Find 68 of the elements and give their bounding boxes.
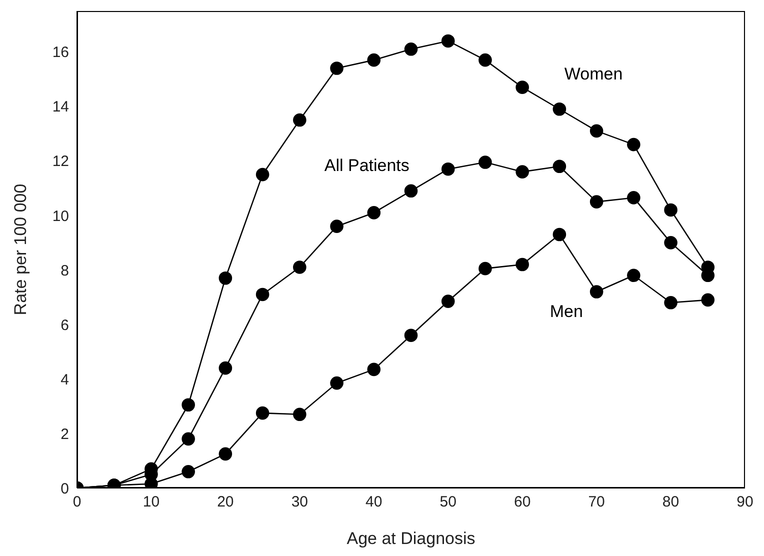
point [441, 34, 455, 48]
y-tick-label: 2 [60, 426, 69, 443]
x-tick-label: 10 [142, 494, 160, 511]
x-tick-label: 20 [217, 494, 234, 511]
y-tick-label: 0 [60, 480, 69, 498]
point [330, 376, 344, 390]
x-tick-label: 40 [366, 494, 382, 511]
point [293, 408, 306, 422]
point [182, 464, 195, 478]
x-tick-label: 70 [588, 494, 605, 511]
point [552, 160, 566, 174]
point [404, 184, 418, 198]
point [590, 285, 604, 298]
point [367, 362, 381, 376]
point [664, 296, 678, 310]
x-tick-label: 80 [662, 494, 680, 511]
y-tick-label: 8 [60, 262, 69, 280]
point [441, 162, 455, 176]
point [367, 53, 381, 67]
point [218, 361, 232, 375]
point [367, 206, 381, 220]
point [478, 53, 492, 67]
series-label: Men [550, 302, 583, 321]
x-tick-label: 60 [514, 494, 531, 511]
point [478, 156, 492, 169]
point [441, 294, 455, 308]
point [664, 236, 678, 250]
y-tick-label: 12 [52, 153, 69, 170]
x-axis-title: Age at Diagnosis [346, 529, 476, 548]
x-tick-label: 0 [72, 494, 82, 511]
series-label: Women [564, 64, 623, 84]
point [144, 477, 158, 488]
x-tick-label: 30 [291, 494, 308, 511]
y-tick-label: 16 [52, 44, 69, 62]
y-tick-label: 14 [52, 98, 69, 116]
point [404, 42, 418, 56]
point [330, 220, 344, 233]
point [627, 138, 640, 152]
point [330, 62, 344, 75]
point [590, 195, 604, 208]
point [182, 432, 195, 446]
y-tick-label: 10 [52, 208, 69, 225]
y-axis-title: Rate per 100 000 [11, 184, 30, 316]
point [182, 398, 195, 412]
point [627, 268, 640, 282]
point [478, 262, 492, 276]
point [404, 328, 418, 342]
point [218, 271, 232, 285]
x-tick-label: 50 [440, 494, 456, 511]
point [516, 80, 529, 94]
y-tick-label: 6 [60, 316, 69, 334]
point [256, 288, 270, 302]
y-tick-label: 4 [60, 371, 69, 388]
point [664, 203, 678, 217]
x-tick-label: 90 [736, 494, 754, 511]
point [516, 165, 529, 178]
point [552, 228, 566, 242]
point [218, 447, 232, 461]
point [590, 124, 604, 138]
point [701, 293, 715, 307]
series-label: All Patients [324, 156, 410, 176]
point [256, 168, 270, 182]
point [627, 191, 640, 204]
point [293, 113, 306, 127]
point [552, 102, 566, 116]
point [256, 406, 270, 420]
point [293, 260, 306, 274]
point [516, 258, 529, 272]
